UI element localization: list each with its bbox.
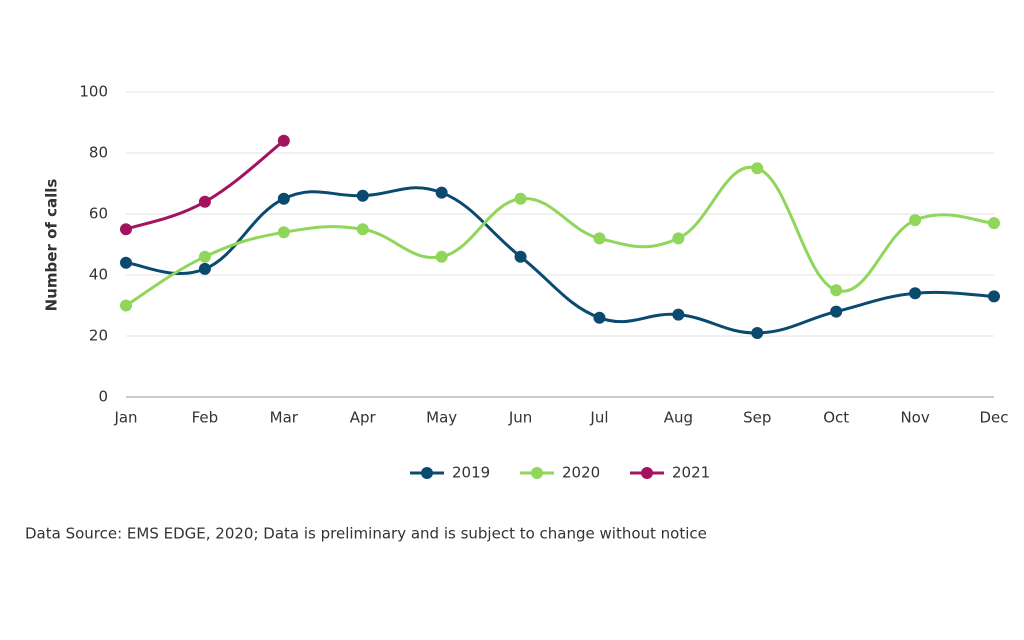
data-point — [356, 189, 369, 202]
data-point — [830, 284, 843, 297]
legend-label: 2021 — [672, 464, 710, 482]
data-point — [751, 162, 764, 175]
x-tick-label: Jul — [589, 409, 608, 427]
x-tick-label: Feb — [192, 409, 219, 427]
data-point — [909, 214, 922, 227]
data-point — [988, 217, 1000, 230]
data-point — [435, 250, 448, 263]
y-tick-label: 100 — [79, 83, 108, 101]
legend-label: 2019 — [452, 464, 490, 482]
legend-marker — [531, 467, 543, 479]
y-tick-label: 40 — [89, 266, 108, 284]
x-tick-label: May — [426, 409, 457, 427]
x-tick-label: Aug — [664, 409, 693, 427]
y-axis-label: Number of calls — [43, 179, 61, 312]
x-tick-label: Nov — [900, 409, 929, 427]
data-point — [277, 192, 290, 205]
data-point — [988, 290, 1000, 303]
x-tick-label: Mar — [270, 409, 299, 427]
y-tick-label: 60 — [89, 205, 108, 223]
data-point — [514, 250, 527, 263]
x-tick-label: Jan — [113, 409, 137, 427]
data-point — [277, 134, 290, 147]
x-tick-label: Apr — [350, 409, 377, 427]
legend-label: 2020 — [562, 464, 600, 482]
y-tick-label: 20 — [89, 327, 108, 345]
data-point — [514, 192, 527, 205]
data-point — [672, 232, 685, 245]
y-tick-label: 80 — [89, 144, 108, 162]
data-point — [593, 311, 606, 324]
x-tick-label: Jun — [508, 409, 532, 427]
data-point — [356, 223, 369, 236]
series-line — [125, 186, 995, 335]
series-line — [125, 165, 995, 307]
data-point — [593, 232, 606, 245]
data-point — [198, 250, 211, 263]
data-point — [198, 195, 211, 208]
data-point — [435, 186, 448, 199]
data-point — [909, 287, 922, 300]
x-tick-label: Oct — [823, 409, 849, 427]
data-point — [198, 262, 211, 275]
x-tick-label: Dec — [979, 409, 1008, 427]
x-tick-label: Sep — [743, 409, 771, 427]
legend-marker — [421, 467, 433, 479]
data-point — [120, 299, 132, 312]
legend-marker — [641, 467, 653, 479]
data-point — [751, 326, 764, 339]
source-note: Data Source: EMS EDGE, 2020; Data is pre… — [25, 525, 707, 543]
data-point — [830, 305, 843, 318]
y-tick-label: 0 — [98, 388, 108, 406]
data-point — [672, 308, 685, 321]
data-point — [120, 256, 132, 269]
data-point — [120, 223, 132, 236]
data-point — [277, 226, 290, 239]
